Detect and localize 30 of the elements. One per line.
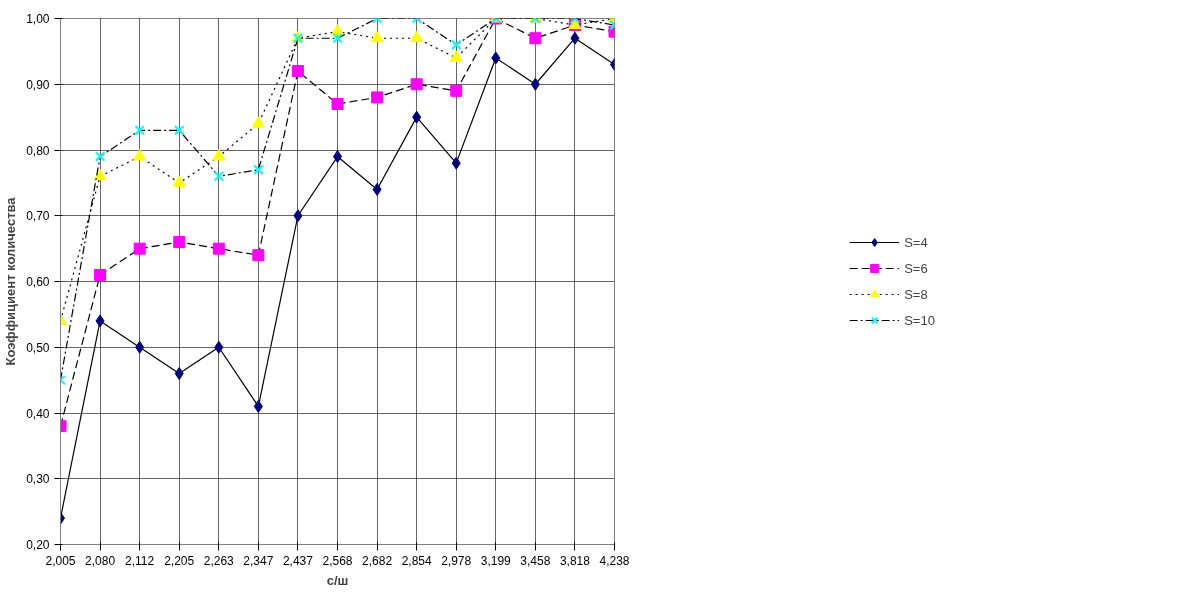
x-tick-label: 3,199: [480, 553, 512, 568]
x-tick-label: 2,437: [282, 553, 314, 568]
x-tick-label: 2,347: [243, 553, 274, 568]
y-tick-label: 0,50: [26, 340, 50, 355]
y-tick-label: 0,40: [26, 406, 50, 421]
x-tick-label: 2,978: [441, 553, 472, 568]
x-tick-label: 2,854: [401, 553, 432, 568]
x-axis-title: с/ш: [326, 572, 349, 588]
legend-label: S=4: [904, 234, 928, 250]
y-tick-label: 0,20: [26, 538, 50, 552]
y-axis-title: Коэффициент количества: [3, 196, 19, 366]
x-tick-label: 2,112: [125, 553, 155, 568]
x-tick-label: 2,205: [164, 553, 195, 568]
x-tick-label: 2,005: [45, 553, 76, 568]
x-tick-label: 3,818: [559, 553, 591, 568]
y-tick-label: 0,30: [26, 472, 50, 487]
y-tick-label: 0,70: [26, 209, 50, 224]
y-tick-label: 0,80: [26, 143, 50, 158]
x-tick-label: 2,568: [322, 553, 353, 568]
x-tick-label: 3,458: [520, 553, 551, 568]
x-tick-label: 2,080: [85, 553, 116, 568]
x-tick-label: 4,238: [599, 553, 630, 568]
y-tick-label: 0,60: [26, 275, 50, 289]
legend-label: S=6: [904, 260, 928, 276]
legend-label: S=10: [904, 312, 935, 328]
y-tick-label: 0,90: [26, 77, 50, 92]
x-tick-label: 2,263: [203, 553, 235, 568]
legend-label: S=8: [904, 286, 928, 302]
y-tick-label: 1,00: [26, 12, 50, 26]
x-tick-label: 2,682: [362, 553, 393, 568]
